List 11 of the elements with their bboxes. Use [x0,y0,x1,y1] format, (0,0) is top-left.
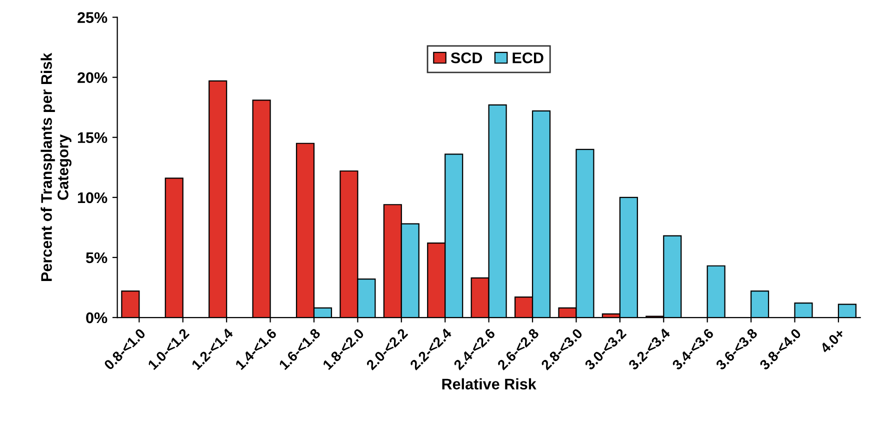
y-tick-label: 0% [86,312,108,324]
y-tick-label: 25% [78,12,108,23]
y-tick-label: 15% [78,132,108,144]
legend-label: ECD [512,52,544,64]
legend-label: SCD [450,52,482,64]
x-tick-label: 4.0+ [819,328,846,354]
x-axis-title: Relative Risk [442,378,536,390]
y-tick-label: 20% [78,72,108,84]
y-axis-title: Percent of Transplants per Risk Category [40,52,72,281]
y-tick-label: 5% [86,252,108,264]
y-tick-label: 10% [78,192,108,204]
